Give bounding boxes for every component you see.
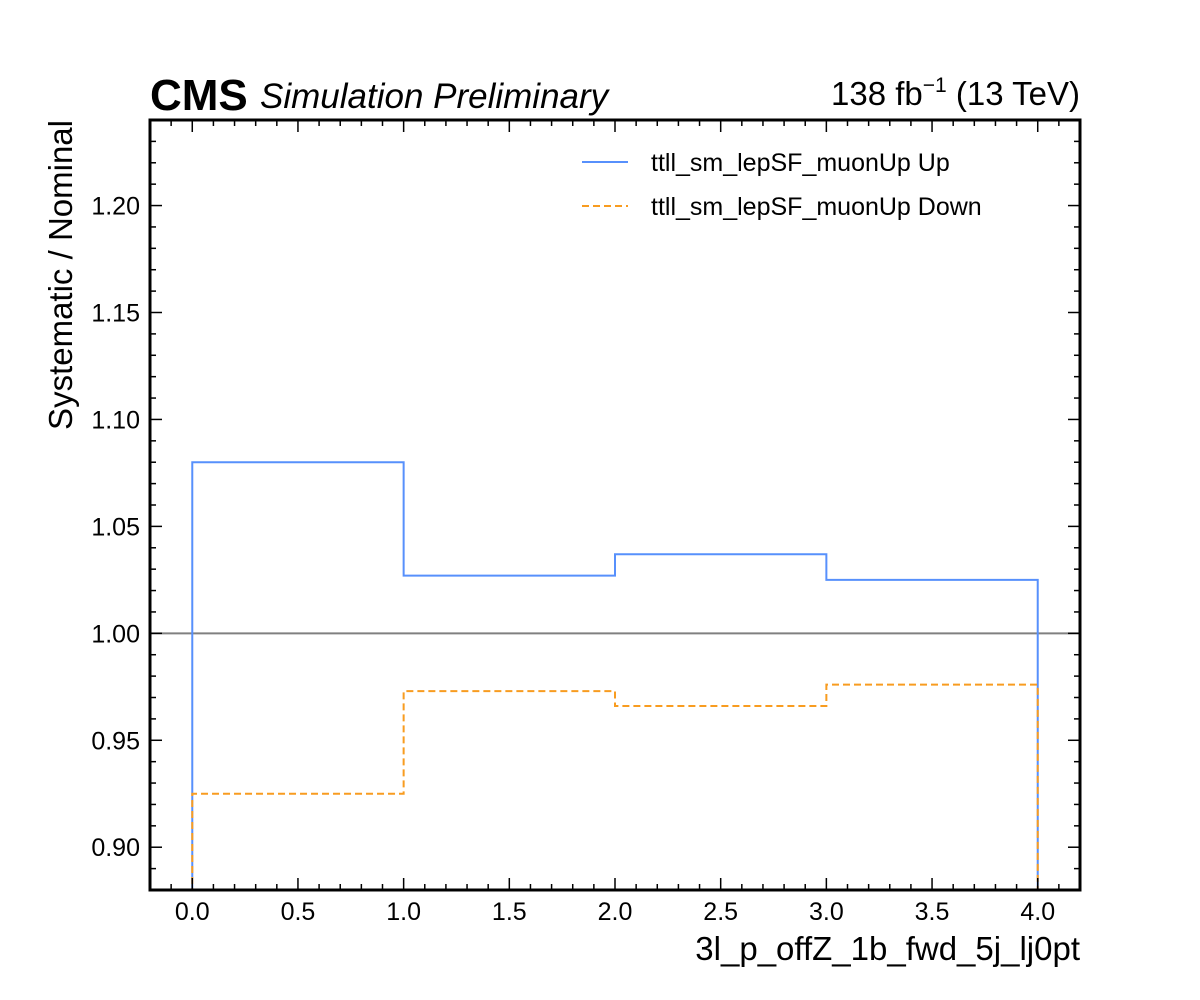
y-tick-label: 1.00 [91, 620, 140, 648]
y-tick-label: 1.15 [91, 300, 140, 328]
x-tick-label: 1.0 [386, 898, 421, 926]
legend: ttll_sm_lepSF_muonUp Up ttll_sm_lepSF_muo… [582, 149, 982, 221]
x-tick-label: 1.5 [492, 898, 527, 926]
y-axis-label: Systematic / Nominal [42, 120, 79, 430]
y-tick-label: 0.95 [91, 727, 140, 755]
y-tick-label: 1.05 [91, 513, 140, 541]
plot-frame [148, 118, 1082, 892]
x-axis-label: 3l_p_offZ_1b_fwd_5j_lj0pt [695, 930, 1080, 967]
x-tick-label: 2.5 [703, 898, 738, 926]
experiment-label: CMS [150, 71, 248, 120]
x-tick-label: 3.5 [915, 898, 950, 926]
y-tick-label: 1.20 [91, 193, 140, 221]
series-step-1 [191, 461, 1039, 889]
x-tick-label: 0.5 [281, 898, 316, 926]
x-tick-label: 4.0 [1020, 898, 1055, 926]
x-tick-label: 2.0 [598, 898, 633, 926]
data-layer [151, 461, 1079, 889]
lumi-label: 138 fb−1 (13 TeV) [831, 74, 1080, 112]
x-tick-label: 0.0 [175, 898, 210, 926]
x-tick-label: 3.0 [809, 898, 844, 926]
series-step-2 [191, 683, 1039, 889]
y-tick-label: 1.10 [91, 406, 140, 434]
status-label: Simulation Preliminary [260, 77, 611, 116]
y-tick-label: 0.90 [91, 834, 140, 862]
legend-label-1: ttll_sm_lepSF_muonUp Up [651, 149, 950, 177]
legend-label-2: ttll_sm_lepSF_muonUp Down [651, 193, 982, 221]
tick-layer: 0.0 0.5 1.0 1.5 2.0 2.5 3.0 3.5 4.0 0.90 0.95 1.00 1… [91, 120, 1080, 926]
